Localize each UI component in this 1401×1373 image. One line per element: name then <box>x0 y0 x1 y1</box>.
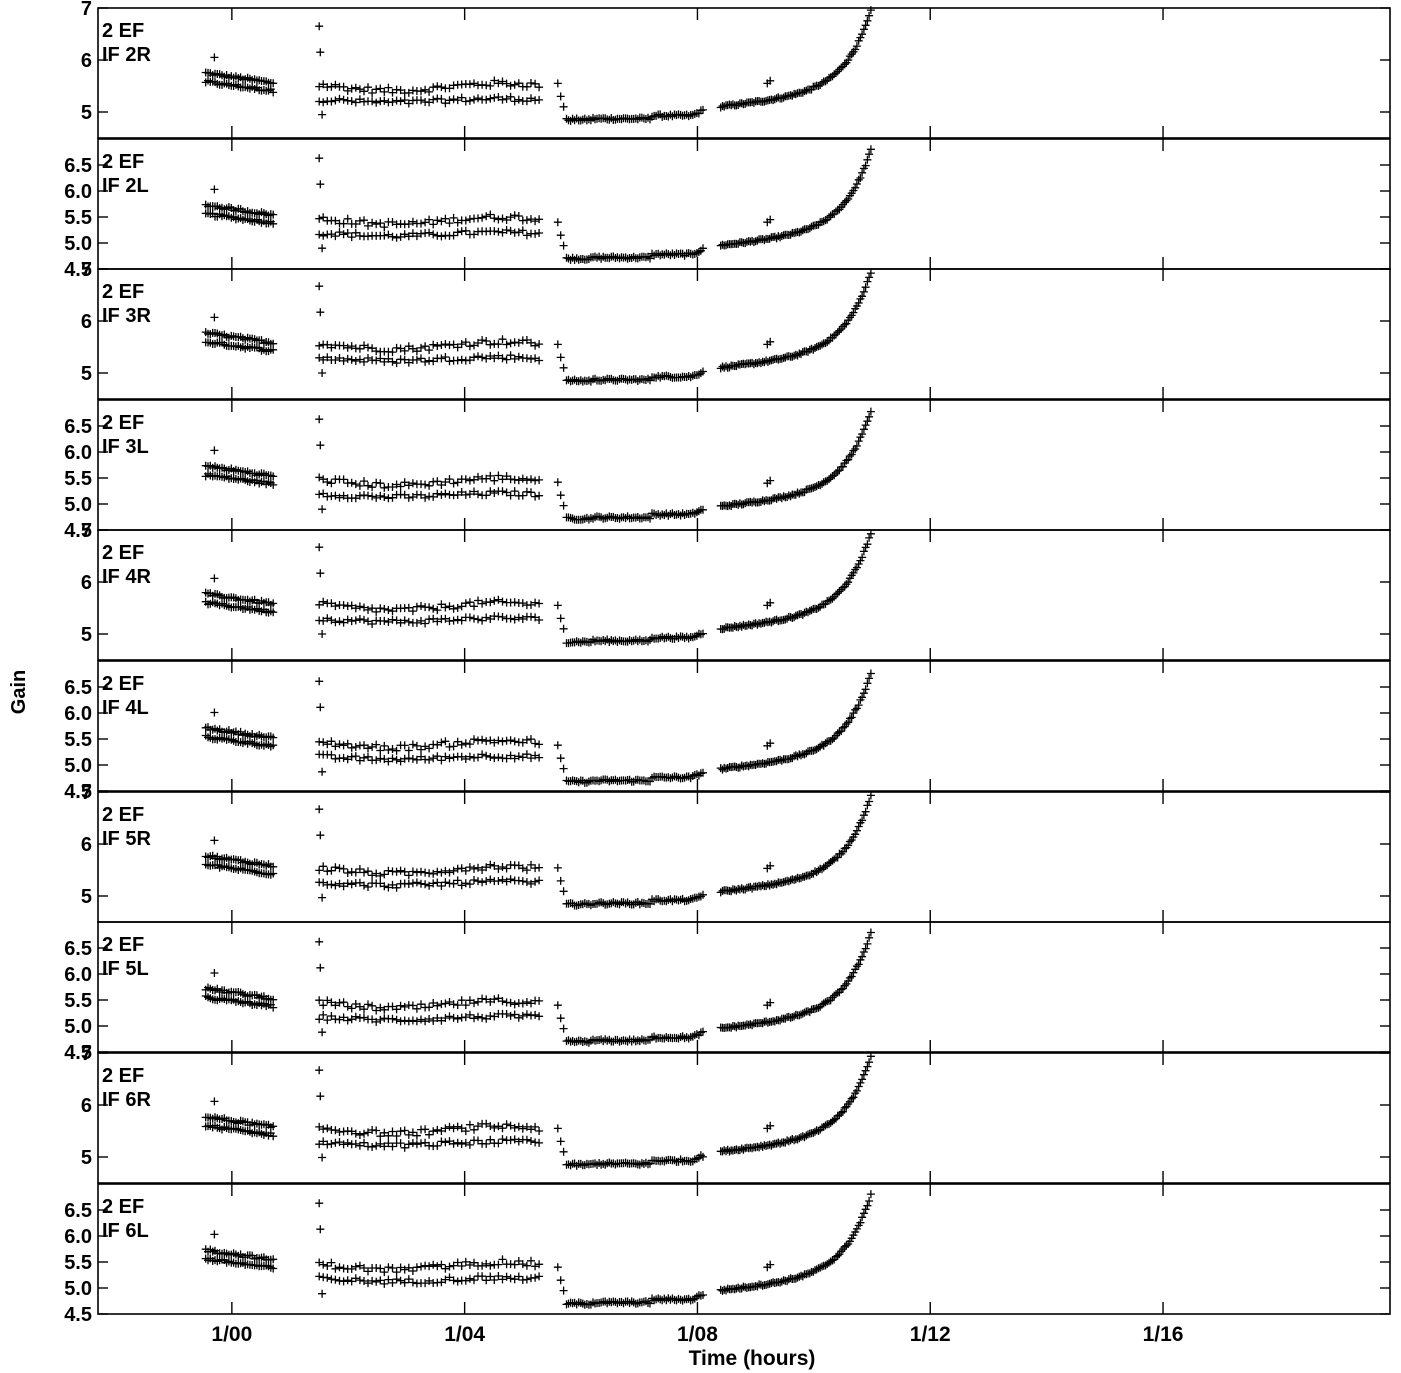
y-tick-label: 5.5 <box>64 990 92 1012</box>
data-markers <box>201 928 875 1047</box>
panel-label-source: 2 EF <box>102 1065 144 1087</box>
y-tick-label: 5 <box>81 624 92 646</box>
panel-label-if: IF 5R <box>102 828 151 850</box>
panel-label-if: IF 4R <box>102 566 151 588</box>
y-tick-label: 5 <box>81 102 92 124</box>
panel-label-source: 2 EF <box>102 151 144 173</box>
y-tick-label: 5.5 <box>64 207 92 229</box>
data-markers <box>201 145 875 264</box>
data-markers <box>201 407 875 524</box>
y-tick-label: 5.0 <box>64 1278 92 1300</box>
y-tick-label: 6.5 <box>64 416 92 438</box>
y-tick-label: 6 <box>81 572 92 594</box>
y-tick-label: 6.5 <box>64 1200 92 1222</box>
y-tick-label: 4.5 <box>64 259 92 281</box>
y-tick-label: 5 <box>81 1147 92 1169</box>
panel-frame <box>97 7 1391 139</box>
data-markers <box>201 1052 875 1170</box>
panel-label-if: IF 4L <box>102 697 149 719</box>
y-tick-label: 4.5 <box>64 520 92 542</box>
panel-frame <box>97 529 1391 661</box>
x-tick-label: 1/08 <box>677 1323 718 1346</box>
x-axis-group: 1/00 1/04 1/08 1/12 1/16 <box>211 1323 1183 1346</box>
y-tick-label: 7 <box>81 782 92 804</box>
x-tick-label: 1/12 <box>910 1323 951 1346</box>
panel-label-if: IF 6R <box>102 1089 151 1111</box>
panel-label-source: 2 EF <box>102 281 144 303</box>
data-markers <box>201 1190 875 1309</box>
y-tick-label: 5.5 <box>64 468 92 490</box>
y-tick-label: 7 <box>81 520 92 542</box>
panel-frame <box>97 1183 1391 1315</box>
panel-label-if: IF 3R <box>102 305 151 327</box>
panel-label-source: 2 EF <box>102 934 144 956</box>
y-tick-label: 5.0 <box>64 233 92 255</box>
panel-label-if: IF 2L <box>102 175 149 197</box>
y-tick-label: 6 <box>81 311 92 333</box>
y-tick-label: 6.5 <box>64 677 92 699</box>
y-tick-label: 6.0 <box>64 703 92 725</box>
y-tick-label: 5.0 <box>64 1016 92 1038</box>
y-tick-label: 6.0 <box>64 1226 92 1248</box>
panel-label-source: 2 EF <box>102 20 144 42</box>
panel-label-if: IF 5L <box>102 958 149 980</box>
panel-frame <box>97 921 1391 1053</box>
x-tick-label: 1/16 <box>1143 1323 1184 1346</box>
y-tick-label: 6 <box>81 50 92 72</box>
panel-label-source: 2 EF <box>102 673 144 695</box>
y-tick-label: 4.5 <box>64 781 92 803</box>
panel-label-if: IF 3L <box>102 436 149 458</box>
panel-frame <box>97 1052 1391 1184</box>
y-tick-label: 6.0 <box>64 442 92 464</box>
panel-label-source: 2 EF <box>102 804 144 826</box>
x-tick-label: 1/00 <box>211 1323 252 1346</box>
y-axis-label: Gain <box>8 670 30 714</box>
panel-frame <box>97 268 1391 400</box>
data-markers <box>201 669 875 787</box>
y-tick-label: 5.5 <box>64 729 92 751</box>
panel-label-if: IF 6L <box>102 1220 149 1242</box>
y-tick-label: 7 <box>81 259 92 281</box>
panel-label-source: 2 EF <box>102 542 144 564</box>
y-tick-label: 4.5 <box>64 1042 92 1064</box>
y-tick-label: 5 <box>81 363 92 385</box>
y-tick-label: 6 <box>81 834 92 856</box>
y-tick-label: 6.0 <box>64 181 92 203</box>
panel-label-source: 2 EF <box>102 1196 144 1218</box>
y-tick-label: 6.0 <box>64 964 92 986</box>
y-tick-label: 7 <box>81 1043 92 1065</box>
x-axis-label: Time (hours) <box>689 1347 816 1370</box>
data-markers <box>201 6 875 125</box>
data-markers <box>201 529 875 648</box>
x-tick-label: 1/04 <box>444 1323 485 1346</box>
y-tick-label: 5.0 <box>64 755 92 777</box>
y-tick-label: 6.5 <box>64 938 92 960</box>
panel-label-if: IF 2R <box>102 44 151 66</box>
y-tick-label: 5.5 <box>64 1252 92 1274</box>
data-markers <box>201 269 875 386</box>
y-tick-label: 5.0 <box>64 494 92 516</box>
y-tick-label: 6.5 <box>64 155 92 177</box>
panel-frame <box>97 660 1391 792</box>
panel-label-source: 2 EF <box>102 412 144 434</box>
data-markers <box>201 791 875 910</box>
y-tick-label: 4.5 <box>64 1304 92 1326</box>
y-tick-label: 5 <box>81 886 92 908</box>
y-tick-label: 6 <box>81 1095 92 1117</box>
y-tick-label: 7 <box>81 0 92 20</box>
